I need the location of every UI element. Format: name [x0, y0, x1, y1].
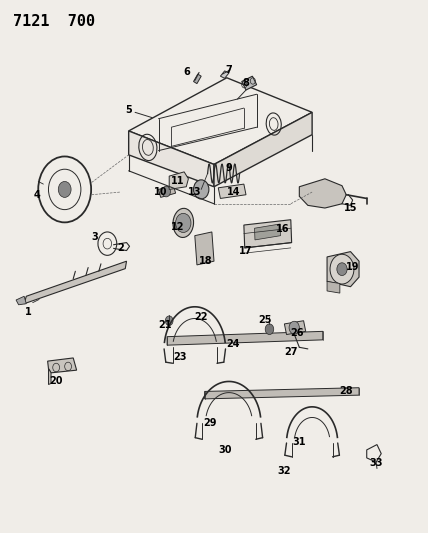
- Text: 21: 21: [158, 320, 172, 330]
- Text: 15: 15: [344, 203, 357, 213]
- Text: 3: 3: [91, 232, 98, 243]
- Text: 25: 25: [259, 314, 272, 325]
- Text: 13: 13: [188, 187, 202, 197]
- Polygon shape: [169, 172, 188, 189]
- Text: 23: 23: [173, 352, 187, 362]
- Text: 8: 8: [243, 78, 250, 88]
- Text: 32: 32: [278, 466, 291, 476]
- Polygon shape: [220, 71, 229, 78]
- Polygon shape: [195, 232, 214, 265]
- Text: 28: 28: [339, 386, 353, 397]
- Polygon shape: [48, 358, 77, 373]
- Polygon shape: [255, 224, 280, 240]
- Circle shape: [162, 186, 170, 197]
- Text: 29: 29: [203, 418, 217, 429]
- Text: 27: 27: [284, 346, 297, 357]
- Text: 1: 1: [25, 306, 32, 317]
- Polygon shape: [193, 74, 201, 84]
- Text: 30: 30: [218, 445, 232, 455]
- Text: 24: 24: [226, 338, 240, 349]
- Polygon shape: [16, 296, 26, 305]
- Polygon shape: [284, 321, 306, 335]
- Polygon shape: [205, 387, 359, 399]
- Text: 10: 10: [154, 187, 167, 197]
- Text: 16: 16: [276, 224, 289, 235]
- Circle shape: [337, 263, 347, 276]
- Polygon shape: [242, 76, 257, 90]
- Circle shape: [175, 213, 191, 232]
- Text: 31: 31: [293, 437, 306, 447]
- Polygon shape: [214, 112, 312, 187]
- Text: 14: 14: [226, 187, 240, 197]
- Polygon shape: [218, 184, 246, 198]
- Text: 9: 9: [226, 163, 232, 173]
- Text: 33: 33: [369, 458, 383, 468]
- Circle shape: [265, 324, 274, 335]
- Text: 6: 6: [183, 68, 190, 77]
- Circle shape: [289, 321, 299, 334]
- Ellipse shape: [173, 208, 193, 238]
- Text: 2: 2: [117, 243, 124, 253]
- Text: 20: 20: [49, 376, 63, 386]
- Circle shape: [330, 254, 354, 284]
- Polygon shape: [327, 281, 340, 293]
- Polygon shape: [244, 220, 291, 248]
- Text: 26: 26: [291, 328, 304, 338]
- Circle shape: [193, 180, 209, 199]
- Polygon shape: [167, 332, 323, 345]
- Polygon shape: [24, 261, 127, 304]
- Text: 17: 17: [239, 246, 253, 255]
- Polygon shape: [129, 131, 214, 187]
- Text: 7121  700: 7121 700: [14, 14, 95, 29]
- Circle shape: [165, 316, 173, 326]
- Circle shape: [58, 181, 71, 197]
- Polygon shape: [158, 185, 175, 197]
- Text: 7: 7: [226, 65, 232, 75]
- Text: 11: 11: [171, 176, 184, 187]
- Text: 5: 5: [125, 104, 132, 115]
- Text: 18: 18: [199, 256, 212, 266]
- Text: 12: 12: [171, 222, 184, 232]
- Text: 19: 19: [346, 262, 360, 271]
- Polygon shape: [48, 368, 51, 384]
- Polygon shape: [327, 252, 359, 287]
- Polygon shape: [299, 179, 346, 208]
- Text: 4: 4: [33, 190, 40, 200]
- Text: 22: 22: [194, 312, 208, 322]
